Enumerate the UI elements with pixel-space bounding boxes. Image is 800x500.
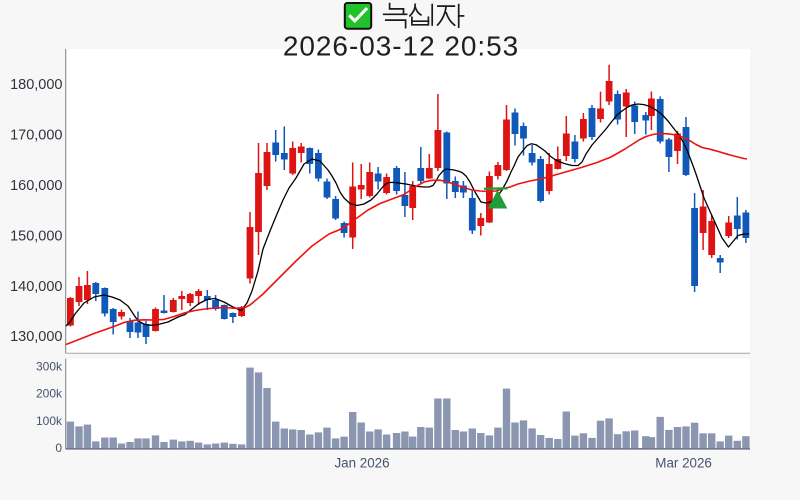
svg-text:130,000: 130,000 xyxy=(10,329,62,345)
svg-text:2026-03-12 20:53: 2026-03-12 20:53 xyxy=(283,31,519,62)
svg-text:Jan 2026: Jan 2026 xyxy=(334,456,389,471)
svg-text:170,000: 170,000 xyxy=(10,128,62,144)
svg-text:200k: 200k xyxy=(36,387,63,401)
svg-text:300k: 300k xyxy=(36,359,63,373)
svg-text:150,000: 150,000 xyxy=(10,228,62,244)
svg-text:100k: 100k xyxy=(36,414,63,428)
svg-text:180,000: 180,000 xyxy=(10,77,62,93)
svg-text:140,000: 140,000 xyxy=(10,279,62,295)
svg-text:160,000: 160,000 xyxy=(10,178,62,194)
svg-text:0: 0 xyxy=(55,441,62,455)
svg-text:Mar 2026: Mar 2026 xyxy=(655,456,712,471)
